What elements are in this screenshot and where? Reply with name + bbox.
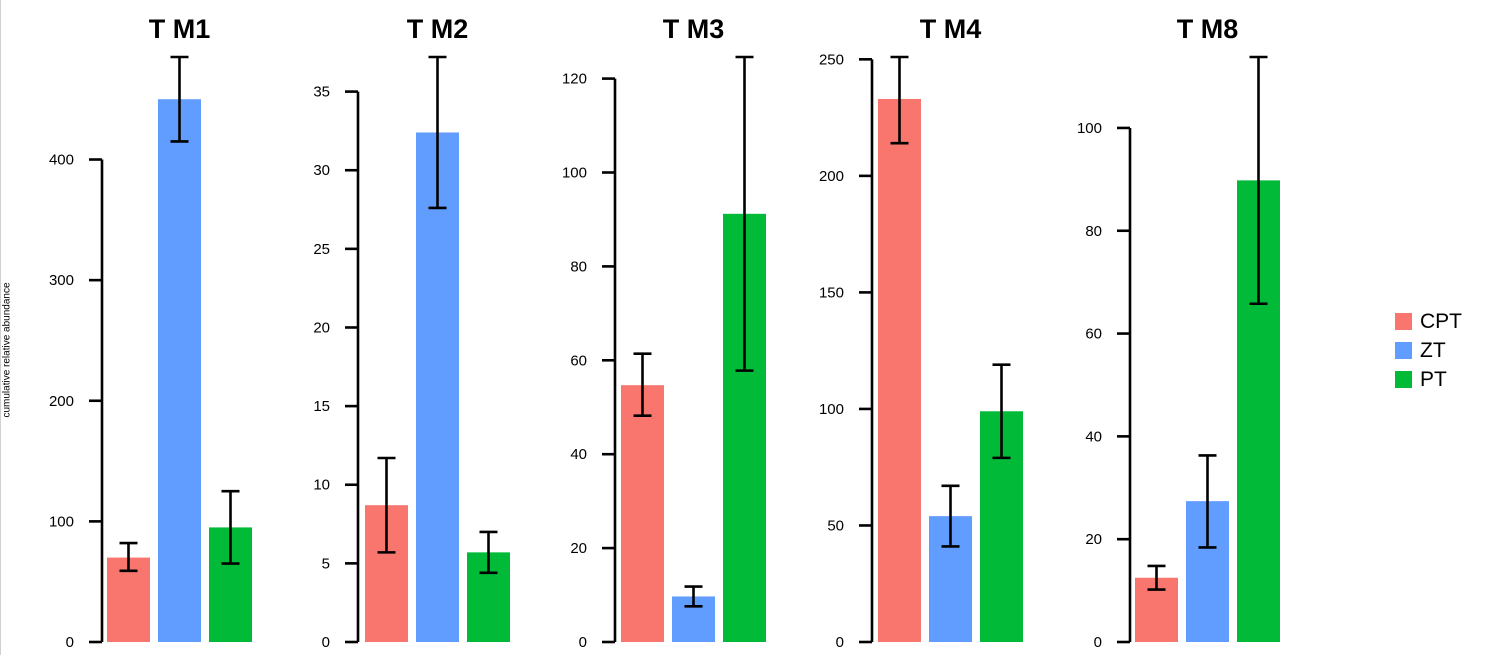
panel-5-y-tick-label: 40	[1085, 428, 1102, 445]
legend-swatch-pt	[1395, 371, 1412, 388]
panel-5-y-tick-label: 20	[1085, 531, 1102, 548]
panel-5-y-tick-label: 100	[1077, 120, 1102, 137]
panel-2-bar-zt	[416, 132, 459, 642]
panel-2-y-tick-label: 5	[322, 555, 330, 572]
panel-2-y-tick-label: 10	[313, 477, 330, 494]
legend-swatch-cpt	[1395, 313, 1412, 330]
panel-4-y-tick-label: 250	[819, 51, 844, 68]
panel-1-title: T M1	[149, 14, 211, 44]
panel-1-y-tick-label: 100	[49, 513, 74, 530]
panel-3-y-tick-label: 120	[562, 71, 587, 88]
legend-item-cpt: CPT	[1395, 307, 1462, 336]
panel-4-y-tick-label: 150	[819, 284, 844, 301]
legend-item-zt: ZT	[1395, 336, 1462, 365]
legend-label-pt: PT	[1420, 367, 1447, 391]
panel-2-y-tick-label: 35	[313, 84, 330, 101]
panel-2-y-tick-label: 15	[313, 398, 330, 415]
panel-2-y-tick-label: 20	[313, 319, 330, 336]
panel-1-y-tick-label: 0	[66, 634, 74, 651]
panel-5-y-tick-label: 0	[1094, 634, 1102, 651]
panel-2-y-tick-label: 25	[313, 241, 330, 258]
legend-item-pt: PT	[1395, 365, 1462, 394]
panel-3-y-tick-label: 20	[570, 540, 587, 557]
panel-3-y-tick-label: 0	[579, 634, 587, 651]
panel-3-y-tick-label: 60	[570, 352, 587, 369]
panel-3-bar-cpt	[621, 385, 664, 642]
panel-3-title: T M3	[663, 14, 725, 44]
panel-2-y-tick-label: 30	[313, 162, 330, 179]
panel-3-y-tick-label: 40	[570, 446, 587, 463]
panel-4-y-tick-label: 0	[836, 634, 844, 651]
panel-4-y-tick-label: 50	[827, 517, 844, 534]
panel-4-bar-cpt	[878, 98, 921, 642]
panel-2-title: T M2	[407, 14, 469, 44]
panel-1-y-tick-label: 300	[49, 272, 74, 289]
panel-4-title: T M4	[920, 14, 982, 44]
panel-4-y-tick-label: 200	[819, 168, 844, 185]
panel-5-title: T M8	[1177, 14, 1239, 44]
legend-swatch-zt	[1395, 342, 1412, 359]
panel-3-y-tick-label: 100	[562, 164, 587, 181]
panel-1-y-tick-label: 400	[49, 152, 74, 169]
legend-label-cpt: CPT	[1420, 309, 1462, 333]
panel-5-y-tick-label: 80	[1085, 223, 1102, 240]
legend-label-zt: ZT	[1420, 338, 1446, 362]
panel-1-bar-zt	[158, 99, 201, 642]
panel-5-y-tick-label: 60	[1085, 326, 1102, 343]
left-border-line	[0, 0, 1, 655]
panel-4-y-tick-label: 100	[819, 401, 844, 418]
legend: CPT ZT PT	[1395, 307, 1462, 394]
panel-2-y-tick-label: 0	[322, 634, 330, 651]
panel-1-y-tick-label: 200	[49, 393, 74, 410]
panel-3-y-tick-label: 80	[570, 258, 587, 275]
